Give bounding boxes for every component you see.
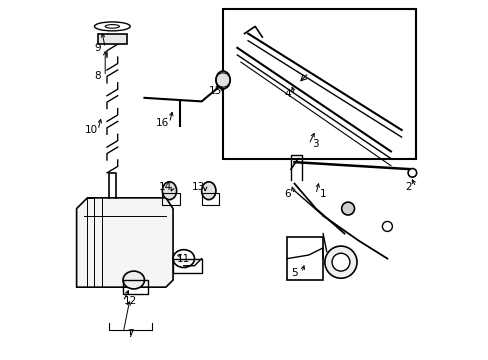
Circle shape (324, 246, 356, 278)
Ellipse shape (216, 71, 230, 89)
Bar (98, 33, 126, 44)
Circle shape (341, 202, 354, 215)
Text: 14: 14 (159, 182, 172, 192)
Text: 5: 5 (290, 268, 297, 278)
Text: 16: 16 (155, 118, 169, 128)
Text: 12: 12 (123, 296, 137, 306)
Bar (173, 258, 201, 273)
Text: 9: 9 (95, 43, 101, 53)
Bar (123, 280, 148, 294)
Text: 11: 11 (177, 253, 190, 264)
Ellipse shape (201, 182, 216, 200)
Ellipse shape (162, 182, 176, 200)
Text: 3: 3 (312, 139, 319, 149)
Bar (223, 9, 415, 158)
Text: 6: 6 (284, 189, 290, 199)
Polygon shape (77, 198, 173, 287)
Circle shape (331, 253, 349, 271)
Bar (162, 193, 180, 205)
Text: 10: 10 (84, 125, 97, 135)
Text: 15: 15 (209, 86, 222, 96)
Circle shape (407, 168, 416, 177)
Text: 4: 4 (284, 89, 290, 99)
Text: 7: 7 (126, 329, 133, 339)
Text: 8: 8 (95, 71, 101, 81)
Bar (287, 237, 323, 280)
Text: 2: 2 (405, 182, 411, 192)
Text: 13: 13 (191, 182, 204, 192)
Bar (201, 193, 219, 205)
Ellipse shape (123, 271, 144, 289)
Text: 1: 1 (319, 189, 325, 199)
